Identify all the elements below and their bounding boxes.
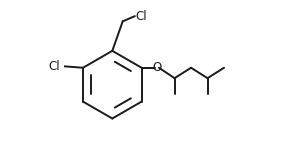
- Text: Cl: Cl: [136, 10, 147, 23]
- Text: O: O: [153, 61, 162, 74]
- Text: Cl: Cl: [48, 60, 60, 73]
